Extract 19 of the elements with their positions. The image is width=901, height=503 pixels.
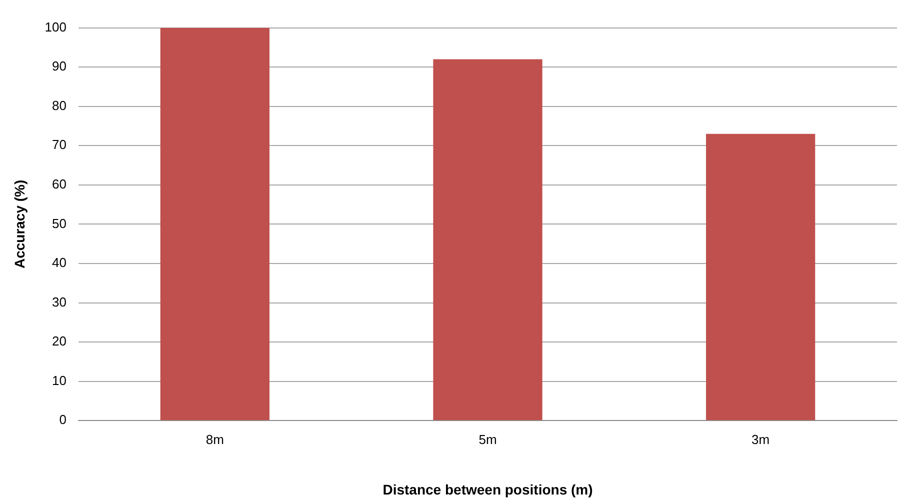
y-tick-label: 0 <box>59 412 66 428</box>
x-tick-label: 8m <box>206 432 224 447</box>
y-tick-label: 30 <box>52 294 66 310</box>
bar <box>160 28 270 420</box>
x-tick-label: 5m <box>478 432 497 447</box>
x-axis-title: Distance between positions (m) <box>382 481 593 498</box>
y-axis-title: Accuracy (%) <box>11 180 28 269</box>
bar <box>706 134 816 420</box>
y-tick-label: 70 <box>52 137 66 152</box>
y-tick-label: 40 <box>52 255 66 270</box>
y-tick-label: 100 <box>44 19 66 34</box>
x-tick-label: 3m <box>752 432 770 447</box>
y-tick-label: 90 <box>52 58 66 74</box>
y-tick-label: 10 <box>52 372 66 388</box>
bar <box>433 59 542 420</box>
y-tick-label: 60 <box>52 176 66 192</box>
y-tick-label: 20 <box>52 334 66 349</box>
y-tick-label: 80 <box>52 98 66 113</box>
y-tick-label: 50 <box>52 216 66 231</box>
